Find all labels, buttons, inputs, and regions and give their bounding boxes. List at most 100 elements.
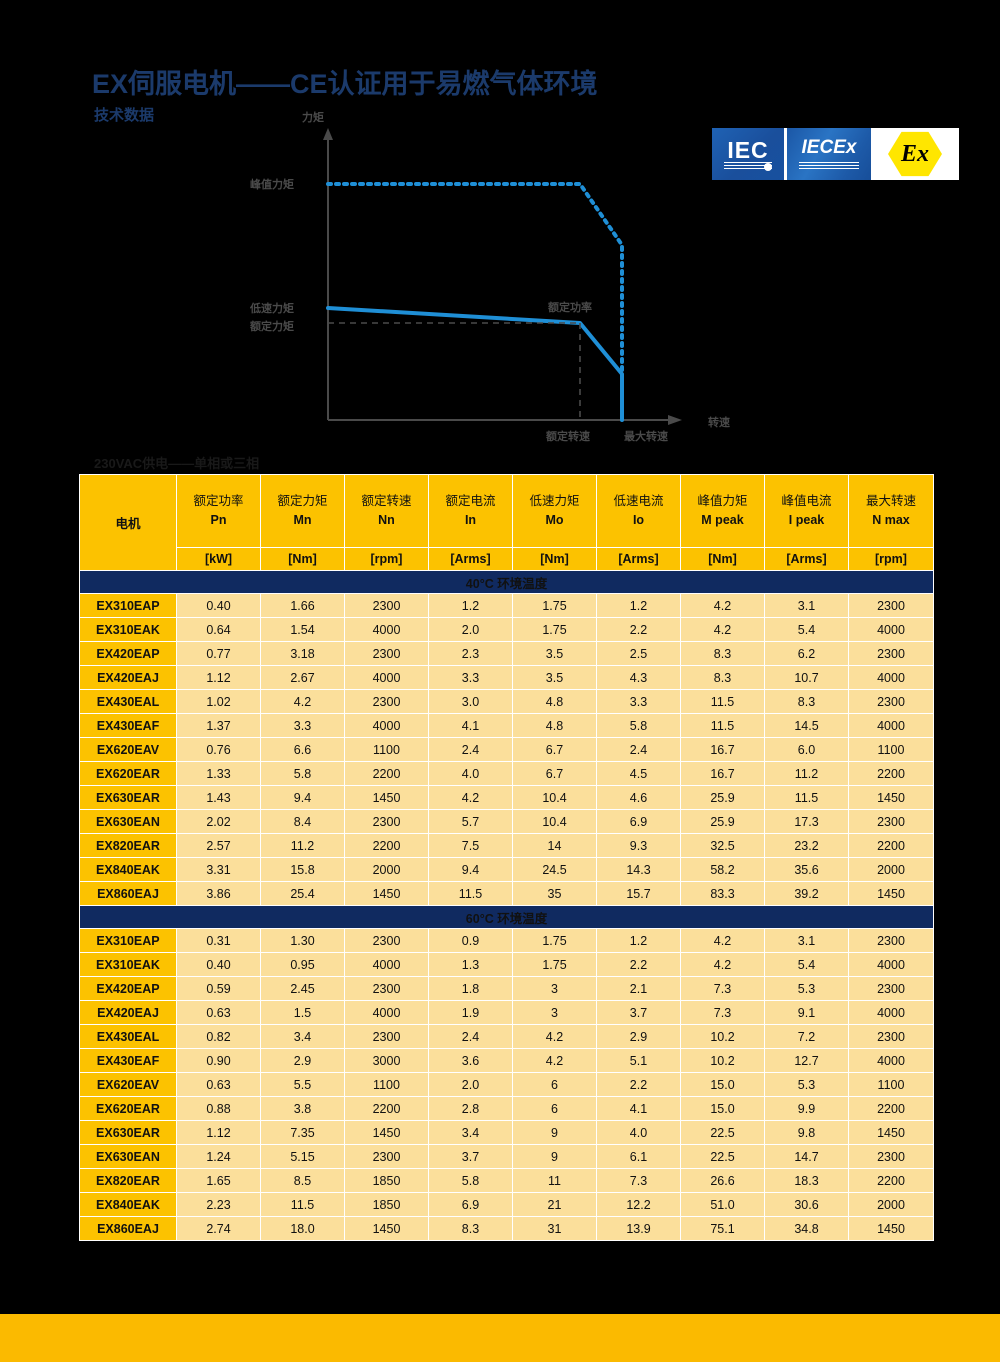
table-cell: 17.3 (765, 810, 848, 833)
table-cell: 3.18 (261, 642, 344, 665)
table-cell: 11.5 (765, 786, 848, 809)
table-cell: 21 (513, 1193, 596, 1216)
table-cell: 3.1 (765, 594, 848, 617)
table-cell: 22.5 (681, 1121, 764, 1144)
table-cell: 4.2 (681, 953, 764, 976)
table-cell: 2200 (849, 834, 933, 857)
chart-max-speed-label: 最大转速 (624, 431, 668, 443)
torque-speed-chart: 力矩 转速 峰值力矩 低速力矩 额定力矩 额定功率 额定转速 最大转速 (250, 112, 730, 452)
column-header-low-speed-current: 低速电流 Io (597, 475, 680, 547)
table-cell: 1850 (345, 1193, 428, 1216)
table-cell: 14.5 (765, 714, 848, 737)
iec-logo-icon: IEC (712, 128, 784, 180)
table-cell: 18.0 (261, 1217, 344, 1240)
table-row: EX630EAN 2.02 8.4 2300 5.7 10.4 6.9 25.9 17.3 230… (80, 810, 933, 833)
table-cell: 2.4 (429, 1025, 512, 1048)
table-cell: 2300 (345, 810, 428, 833)
table-cell: 11.5 (261, 1193, 344, 1216)
table-cell: 1100 (849, 738, 933, 761)
table-cell: 2300 (849, 1145, 933, 1168)
table-cell: 13.9 (597, 1217, 680, 1240)
table-cell: 2.9 (597, 1025, 680, 1048)
table-cell: 4000 (849, 953, 933, 976)
table-cell: 83.3 (681, 882, 764, 905)
table-cell: 8.4 (261, 810, 344, 833)
table-cell: 2.23 (177, 1193, 260, 1216)
table-cell: 7.2 (765, 1025, 848, 1048)
motor-model-cell: EX860EAJ (80, 1217, 176, 1240)
table-cell: 25.4 (261, 882, 344, 905)
table-cell: 4.2 (513, 1025, 596, 1048)
column-unit-rated-speed: [rpm] (345, 548, 428, 570)
table-cell: 11.2 (261, 834, 344, 857)
table-cell: 3.4 (261, 1025, 344, 1048)
table-cell: 2.0 (429, 618, 512, 641)
table-cell: 7.3 (681, 977, 764, 1000)
table-row: EX840EAK 2.23 11.5 1850 6.9 21 12.2 51.0 30.6 200… (80, 1193, 933, 1216)
table-cell: 25.9 (681, 786, 764, 809)
table-cell: 4.1 (429, 714, 512, 737)
table-cell: 2200 (849, 1097, 933, 1120)
table-cell: 0.31 (177, 929, 260, 952)
table-cell: 1100 (849, 1073, 933, 1096)
table-unit-row: [kW] [Nm] [rpm] [Arms] [Nm] [Arms] [Nm] … (80, 548, 933, 570)
table-cell: 34.8 (765, 1217, 848, 1240)
table-cell: 6.1 (597, 1145, 680, 1168)
table-cell: 2.4 (429, 738, 512, 761)
table-cell: 26.6 (681, 1169, 764, 1192)
chart-rated-power-annotation: 额定功率 (548, 302, 592, 314)
table-cell: 2.2 (597, 618, 680, 641)
table-cell: 1100 (345, 738, 428, 761)
table-cell: 2.4 (597, 738, 680, 761)
specification-table: 电机 额定功率 Pn 额定力矩 Mn 额定转速 Nn 额定电流 In 低速力矩 … (79, 474, 934, 1241)
table-cell: 2.5 (597, 642, 680, 665)
table-cell: 30.6 (765, 1193, 848, 1216)
table-cell: 3.3 (429, 666, 512, 689)
table-cell: 2000 (345, 858, 428, 881)
motor-model-cell: EX630EAR (80, 1121, 176, 1144)
table-cell: 2300 (345, 929, 428, 952)
table-cell: 2300 (849, 1025, 933, 1048)
table-cell: 1450 (849, 1217, 933, 1240)
table-cell: 2300 (345, 690, 428, 713)
table-cell: 1.43 (177, 786, 260, 809)
column-unit-peak-torque: [Nm] (681, 548, 764, 570)
page-subtitle: 技术数据 (94, 107, 155, 124)
motor-model-cell: EX840EAK (80, 1193, 176, 1216)
table-cell: 1.66 (261, 594, 344, 617)
table-cell: 5.4 (765, 953, 848, 976)
table-cell: 4.5 (597, 762, 680, 785)
motor-model-cell: EX620EAV (80, 738, 176, 761)
table-cell: 8.5 (261, 1169, 344, 1192)
table-cell: 2300 (345, 642, 428, 665)
column-header-max-speed: 最大转速 N max (849, 475, 933, 547)
table-cell: 14 (513, 834, 596, 857)
table-row: EX620EAR 0.88 3.8 2200 2.8 6 4.1 15.0 9.9 2200 (80, 1097, 933, 1120)
table-cell: 0.40 (177, 594, 260, 617)
table-cell: 10.4 (513, 786, 596, 809)
table-cell: 5.1 (597, 1049, 680, 1072)
table-cell: 6.7 (513, 738, 596, 761)
table-cell: 3.5 (513, 642, 596, 665)
column-unit-rated-power: [kW] (177, 548, 260, 570)
motor-model-cell: EX420EAJ (80, 1001, 176, 1024)
table-cell: 1450 (849, 786, 933, 809)
iecex-logo-text: IECEx (801, 137, 857, 158)
table-head: 电机 额定功率 Pn 额定力矩 Mn 额定转速 Nn 额定电流 In 低速力矩 … (80, 475, 933, 570)
table-cell: 10.7 (765, 666, 848, 689)
column-header-rated-speed: 额定转速 Nn (345, 475, 428, 547)
table-cell: 2.45 (261, 977, 344, 1000)
table-cell: 1.75 (513, 618, 596, 641)
column-header-rated-torque: 额定力矩 Mn (261, 475, 344, 547)
table-cell: 1.75 (513, 953, 596, 976)
table-cell: 1.5 (261, 1001, 344, 1024)
table-cell: 10.2 (681, 1049, 764, 1072)
table-cell: 4.2 (429, 786, 512, 809)
table-cell: 0.59 (177, 977, 260, 1000)
column-header-peak-current: 峰值电流 I peak (765, 475, 848, 547)
motor-model-cell: EX430EAF (80, 714, 176, 737)
chart-peak-torque-curve (326, 182, 624, 422)
table-cell: 1450 (849, 882, 933, 905)
table-cell: 9.3 (597, 834, 680, 857)
table-cell: 2.2 (597, 1073, 680, 1096)
